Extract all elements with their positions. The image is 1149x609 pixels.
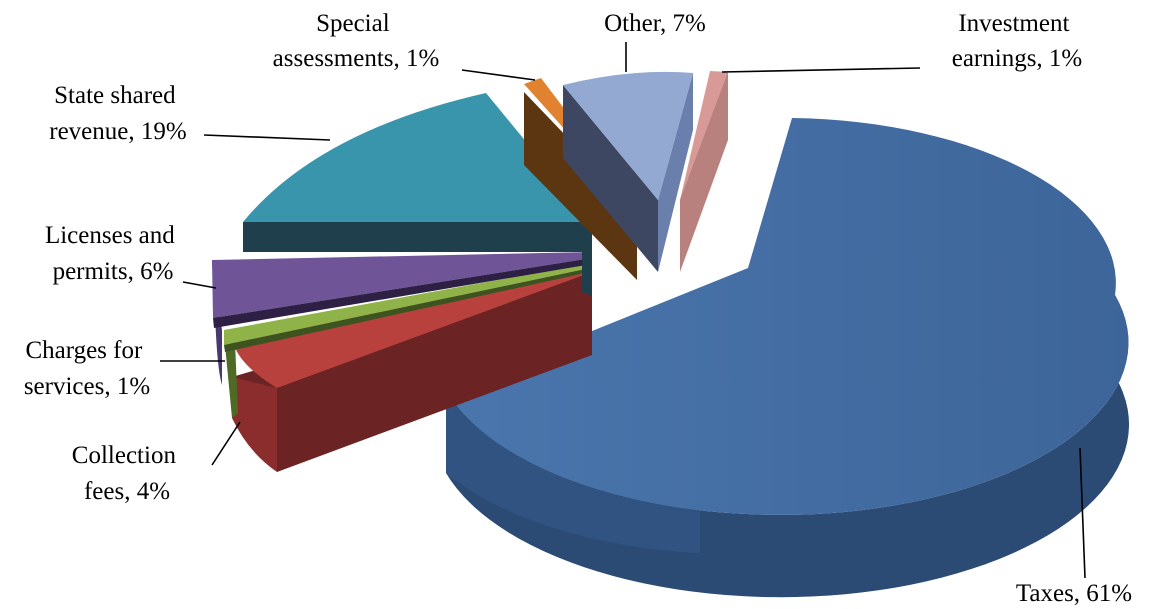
slice-state-shared-revenue-top — [243, 93, 592, 222]
slice-collection-fees — [232, 272, 592, 472]
slice-collection-fees-side — [232, 272, 592, 472]
slice-state-shared-revenue — [243, 93, 592, 296]
leader-line-collection-fees — [211, 421, 241, 466]
slice-charges-for-services — [224, 263, 590, 418]
slice-licenses-and-permits-top — [212, 252, 592, 318]
leader-line-taxes — [1079, 447, 1086, 579]
leader-line-licenses-and-permits — [182, 281, 217, 289]
slice-state-shared-revenue-side — [243, 222, 592, 252]
slice-licenses-and-permits — [212, 252, 592, 385]
label-charges-for-services-line1: Charges for — [25, 337, 143, 364]
label-collection-fees: Collection fees, 4% — [72, 442, 182, 505]
slice-taxes-top — [446, 118, 1129, 515]
leader-line-special-assessments — [461, 69, 536, 81]
label-state-shared-revenue-line1: State shared — [54, 82, 176, 109]
label-investment-earnings-line1: Investment — [958, 10, 1069, 37]
slice-licenses-and-permits-band — [213, 258, 592, 328]
label-charges-for-services-line2: services, 1% — [24, 373, 150, 400]
label-licenses-and-permits-line1: Licenses and — [45, 222, 175, 249]
label-charges-for-services: Charges for services, 1% — [24, 337, 150, 400]
leader-lines — [160, 42, 1086, 579]
slice-taxes — [446, 118, 1130, 598]
slice-investment-earnings-top — [680, 71, 728, 200]
label-state-shared-revenue-line2: revenue, 19% — [49, 118, 186, 145]
slice-collection-fees-face — [232, 377, 277, 472]
label-investment-earnings: Investment earnings, 1% — [952, 10, 1083, 72]
label-licenses-and-permits-line2: permits, 6% — [53, 258, 174, 285]
label-collection-fees-line1: Collection — [72, 442, 177, 469]
label-taxes: Taxes, 61% — [1016, 580, 1132, 607]
data-labels: Special assessments, 1% Other, 7% Invest… — [24, 10, 1132, 607]
leader-line-investment-earnings — [721, 67, 921, 73]
slice-other-top — [563, 71, 693, 200]
label-investment-earnings-line2: earnings, 1% — [952, 45, 1083, 72]
label-other-line1: Other, 7% — [604, 10, 706, 37]
slice-other — [563, 71, 693, 272]
slice-collection-fees-top — [232, 272, 592, 388]
label-collection-fees-line2: fees, 4% — [84, 478, 170, 505]
slice-special-assessments-side — [524, 92, 637, 280]
label-special-assessments: Special assessments, 1% — [273, 10, 440, 72]
label-licenses-and-permits: Licenses and permits, 6% — [45, 222, 181, 285]
slice-investment-earnings-side — [680, 73, 728, 272]
slice-charges-for-services-side — [225, 342, 238, 418]
label-state-shared-revenue: State shared revenue, 19% — [49, 82, 186, 145]
slice-charges-for-services-top — [224, 263, 590, 345]
slice-state-shared-revenue-edge — [582, 222, 592, 296]
label-special-assessments-line1: Special — [316, 10, 390, 37]
slice-other-side — [563, 85, 658, 272]
slice-charges-for-services-band — [224, 268, 590, 352]
leader-line-state-shared-revenue — [203, 134, 331, 141]
slice-investment-earnings — [680, 71, 728, 272]
label-taxes-line1: Taxes, 61% — [1016, 580, 1132, 607]
label-special-assessments-line2: assessments, 1% — [273, 45, 440, 72]
slice-other-edge — [658, 73, 693, 272]
label-other: Other, 7% — [604, 10, 706, 37]
